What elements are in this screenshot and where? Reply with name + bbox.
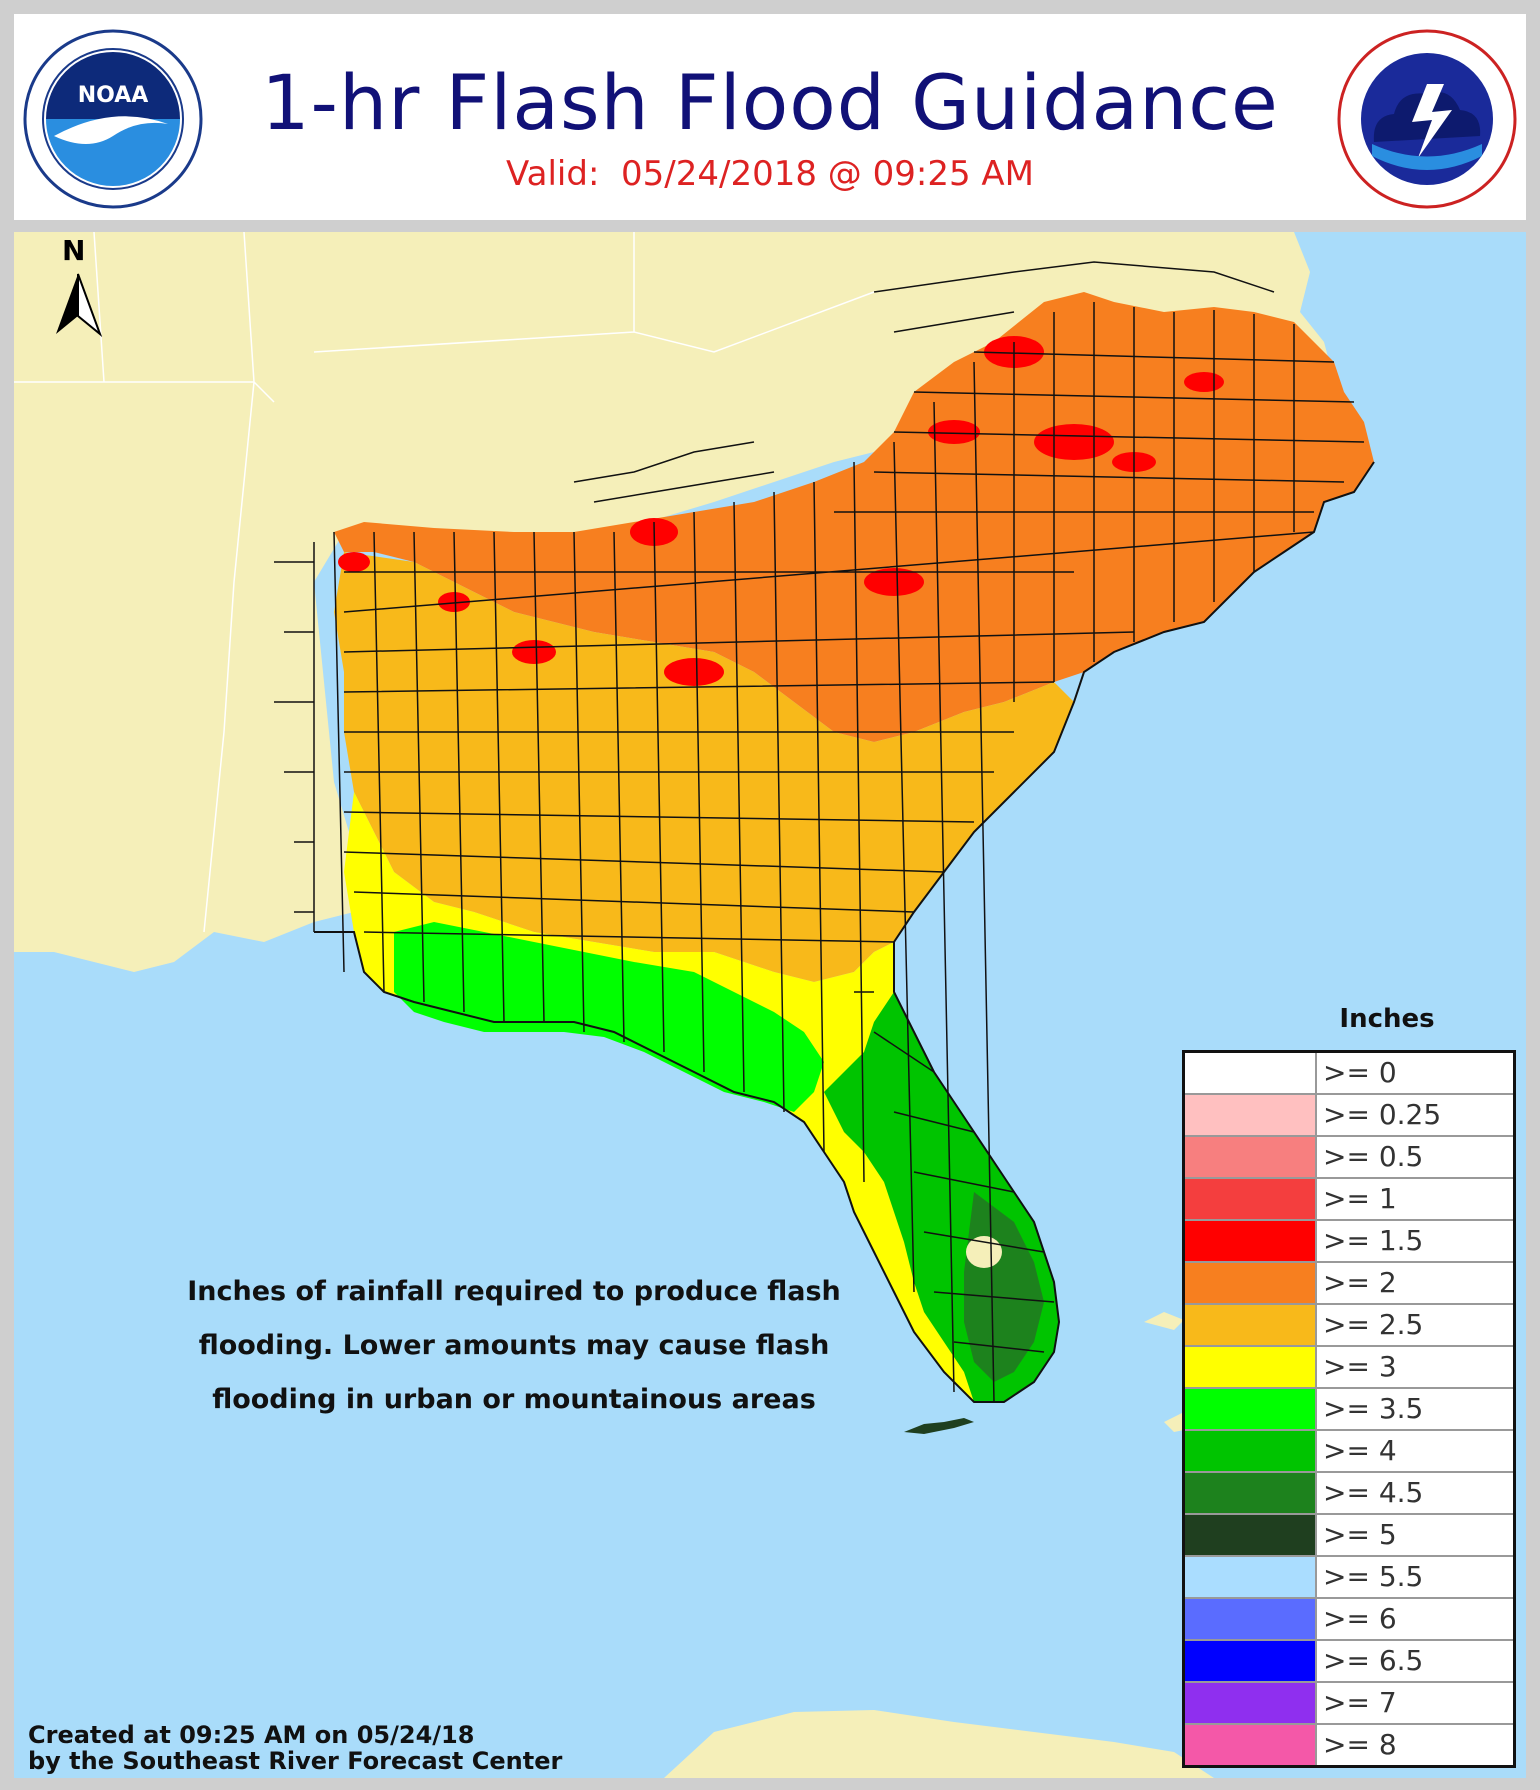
legend-row: >= 0.5 xyxy=(1185,1137,1513,1179)
legend-label: >= 0 xyxy=(1323,1056,1397,1089)
legend-swatch xyxy=(1185,1725,1317,1765)
legend-swatch xyxy=(1185,1221,1317,1261)
land-mass-cuba xyxy=(664,1710,1214,1778)
header: NOAA 1-hr Flash Flood Guidance Valid: 05… xyxy=(14,14,1526,220)
legend-label: >= 7 xyxy=(1323,1686,1397,1719)
legend-swatch xyxy=(1185,1515,1317,1555)
legend-label: >= 8 xyxy=(1323,1728,1397,1761)
legend-row: >= 0.25 xyxy=(1185,1095,1513,1137)
county-boundaries xyxy=(333,302,1365,1403)
credit-line-2: by the Southeast River Forecast Center xyxy=(28,1747,563,1775)
legend-label: >= 0.25 xyxy=(1323,1098,1442,1131)
land-mass xyxy=(14,232,1332,972)
legend-swatch xyxy=(1185,1053,1317,1093)
legend-row: >= 4 xyxy=(1185,1431,1513,1473)
legend-label: >= 5 xyxy=(1323,1518,1397,1551)
nws-logo xyxy=(1337,29,1517,209)
legend-row: >= 0 xyxy=(1185,1053,1513,1095)
lake-okeechobee xyxy=(966,1236,1002,1268)
legend-row: >= 7 xyxy=(1185,1683,1513,1725)
legend-row: >= 1.5 xyxy=(1185,1221,1513,1263)
region-northeast xyxy=(334,292,1374,742)
legend-label: >= 6 xyxy=(1323,1602,1397,1635)
map-area: N Inches of rainfall required to produce… xyxy=(14,232,1526,1778)
region-panhandle xyxy=(394,922,824,1112)
legend-label: >= 1 xyxy=(1323,1182,1397,1215)
legend-row: >= 1 xyxy=(1185,1179,1513,1221)
legend-row: >= 2.5 xyxy=(1185,1305,1513,1347)
north-arrow-icon xyxy=(56,273,103,338)
north-arrow: N xyxy=(48,234,108,344)
legend-swatch xyxy=(1185,1599,1317,1639)
noaa-logo: NOAA xyxy=(23,29,203,209)
legend-row: >= 2 xyxy=(1185,1263,1513,1305)
legend-swatch xyxy=(1185,1389,1317,1429)
legend-swatch xyxy=(1185,1095,1317,1135)
legend-row: >= 4.5 xyxy=(1185,1473,1513,1515)
legend-label: >= 3 xyxy=(1323,1350,1397,1383)
legend-swatch xyxy=(1185,1179,1317,1219)
legend-swatch xyxy=(1185,1557,1317,1597)
map-note: Inches of rainfall required to produce f… xyxy=(104,1265,924,1427)
legend-label: >= 2.5 xyxy=(1323,1308,1424,1341)
valid-time: Valid: 05/24/2018 @ 09:25 AM xyxy=(506,154,1034,194)
legend: >= 0 >= 0.25 >= 0.5 >= 1 >= 1.5 >= 2 >= 2.5 >= … xyxy=(1182,1050,1516,1768)
legend-swatch xyxy=(1185,1137,1317,1177)
map-canvas xyxy=(14,232,1375,1778)
note-line-3: flooding in urban or mountainous areas xyxy=(212,1384,816,1415)
state-lines xyxy=(14,232,875,933)
legend-label: >= 3.5 xyxy=(1323,1392,1424,1425)
note-line-2: flooding. Lower amounts may cause flash xyxy=(198,1330,830,1361)
coastline xyxy=(314,461,1375,1403)
legend-swatch xyxy=(1185,1263,1317,1303)
credit: Created at 09:25 AM on 05/24/18 by the S… xyxy=(28,1722,562,1774)
noaa-logo-text: NOAA xyxy=(78,83,149,108)
credit-line-1: Created at 09:25 AM on 05/24/18 xyxy=(28,1721,475,1749)
legend-label: >= 5.5 xyxy=(1323,1560,1424,1593)
legend-label: >= 2 xyxy=(1323,1266,1397,1299)
legend-swatch xyxy=(1185,1305,1317,1345)
legend-label: >= 0.5 xyxy=(1323,1140,1424,1173)
note-line-1: Inches of rainfall required to produce f… xyxy=(187,1276,841,1307)
legend-row: >= 5.5 xyxy=(1185,1557,1513,1599)
north-label: N xyxy=(62,234,86,267)
legend-label: >= 6.5 xyxy=(1323,1644,1424,1677)
legend-swatch xyxy=(1185,1641,1317,1681)
legend-swatch xyxy=(1185,1347,1317,1387)
legend-label: >= 4.5 xyxy=(1323,1476,1424,1509)
legend-row: >= 3.5 xyxy=(1185,1389,1513,1431)
page-title: 1-hr Flash Flood Guidance xyxy=(261,58,1279,147)
legend-row: >= 6.5 xyxy=(1185,1641,1513,1683)
legend-swatch xyxy=(1185,1683,1317,1723)
legend-title: Inches xyxy=(1339,1004,1435,1034)
legend-row: >= 8 xyxy=(1185,1725,1513,1765)
legend-row: >= 3 xyxy=(1185,1347,1513,1389)
legend-swatch xyxy=(1185,1473,1317,1513)
legend-label: >= 1.5 xyxy=(1323,1224,1424,1257)
florida-keys xyxy=(904,1418,974,1434)
legend-row: >= 6 xyxy=(1185,1599,1513,1641)
legend-swatch xyxy=(1185,1431,1317,1471)
legend-row: >= 5 xyxy=(1185,1515,1513,1557)
legend-label: >= 4 xyxy=(1323,1434,1397,1467)
county-outlines-north xyxy=(274,261,1275,932)
